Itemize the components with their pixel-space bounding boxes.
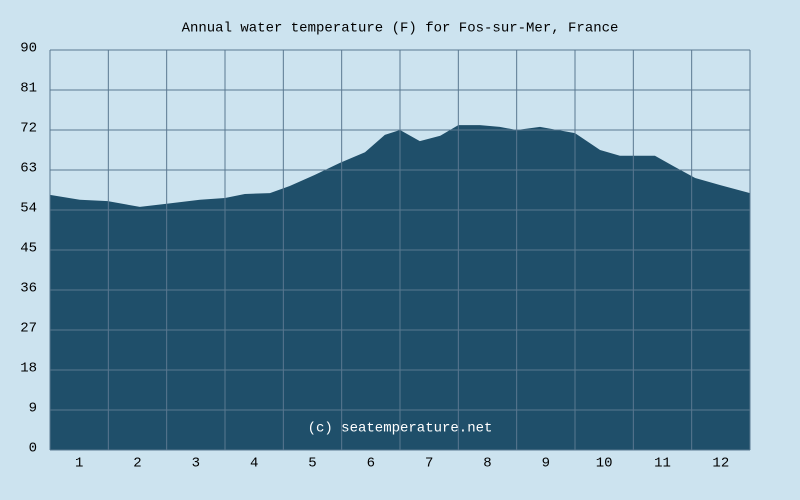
y-tick-label: 72: [20, 121, 37, 137]
y-tick-label: 81: [20, 81, 37, 97]
y-tick-label: 27: [20, 321, 37, 337]
watermark: (c) seatemperature.net: [308, 421, 493, 437]
x-tick-label: 1: [75, 456, 83, 472]
x-tick-label: 10: [596, 456, 613, 472]
x-tick-label: 8: [483, 456, 491, 472]
y-tick-label: 90: [20, 41, 37, 57]
chart-title: Annual water temperature (F) for Fos-sur…: [182, 21, 619, 37]
x-tick-label: 3: [192, 456, 200, 472]
y-tick-label: 0: [29, 441, 37, 457]
y-tick-label: 36: [20, 281, 37, 297]
x-tick-label: 11: [654, 456, 671, 472]
x-tick-label: 12: [712, 456, 729, 472]
x-tick-label: 7: [425, 456, 433, 472]
x-tick-label: 9: [542, 456, 550, 472]
x-tick-label: 2: [133, 456, 141, 472]
x-tick-label: 6: [367, 456, 375, 472]
y-tick-label: 45: [20, 241, 37, 257]
y-tick-label: 18: [20, 361, 37, 377]
y-tick-label: 9: [29, 401, 37, 417]
y-tick-label: 63: [20, 161, 37, 177]
x-tick-label: 4: [250, 456, 258, 472]
x-tick-label: 5: [308, 456, 316, 472]
y-tick-label: 54: [20, 201, 37, 217]
